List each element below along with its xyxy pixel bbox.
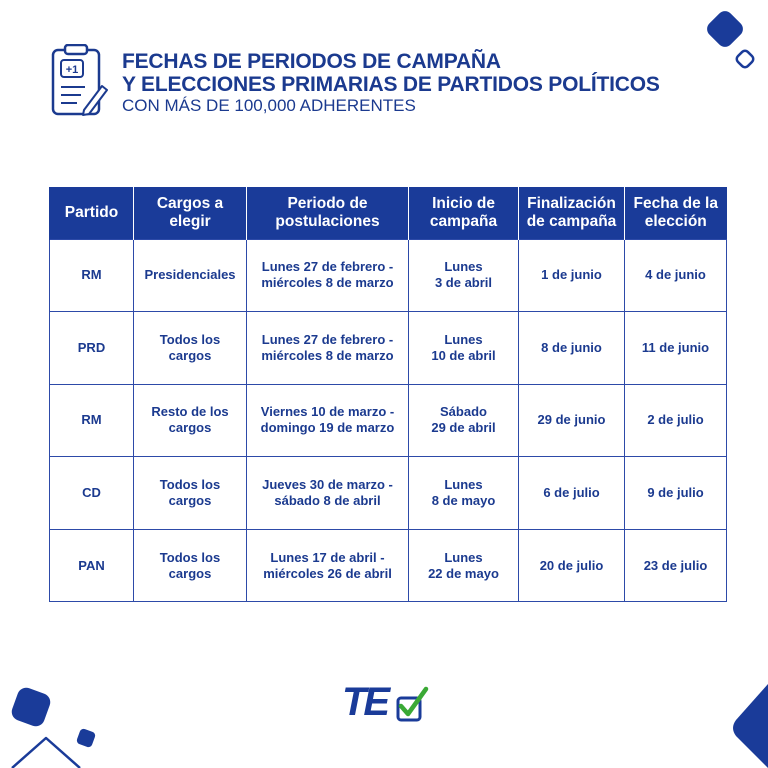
table-header-row: Partido Cargos a elegir Periodo de postula… bbox=[49, 187, 727, 239]
title-line-2: Y ELECCIONES PRIMARIAS DE PARTIDOS POLÍT… bbox=[122, 73, 660, 96]
header-finalizacion: Finalización de campaña bbox=[518, 187, 625, 239]
fecha-cell: 9 de julio bbox=[624, 456, 727, 530]
pencil-icon bbox=[82, 85, 108, 116]
header-periodo: Periodo de postulaciones bbox=[246, 187, 409, 239]
schedule-table: Partido Cargos a elegir Periodo de postula… bbox=[49, 187, 727, 603]
party-cell: RM bbox=[49, 238, 134, 313]
table-row: PRD Todos los cargos Lunes 27 de febrero … bbox=[49, 311, 727, 385]
periodo-cell: Lunes 27 de febrero - miércoles 8 de marz… bbox=[246, 238, 409, 313]
party-cell: CD bbox=[49, 456, 134, 530]
finalizacion-cell: 20 de julio bbox=[518, 528, 625, 603]
header-inicio: Inicio de campaña bbox=[408, 187, 519, 239]
bottom-right-decoration bbox=[733, 684, 768, 768]
party-cell: PAN bbox=[49, 528, 134, 603]
header-fecha: Fecha de la elección bbox=[624, 187, 727, 239]
clipboard-icon: +1 bbox=[51, 44, 108, 116]
fecha-cell: 4 de junio bbox=[624, 238, 727, 313]
table-row: CD Todos los cargos Jueves 30 de marzo -s… bbox=[49, 456, 727, 530]
cargos-cell: Todos los cargos bbox=[133, 311, 247, 385]
table-row: PAN Todos los cargos Lunes 17 de abril -m… bbox=[49, 528, 727, 603]
inicio-cell: Lunes 3 de abril bbox=[408, 238, 519, 313]
periodo-cell: Viernes 10 de marzo - domingo 19 de marzo bbox=[246, 383, 409, 458]
fecha-cell: 23 de julio bbox=[624, 528, 727, 603]
finalizacion-cell: 1 de junio bbox=[518, 238, 625, 313]
periodo-cell: Jueves 30 de marzo - sábado 8 de abril bbox=[246, 456, 409, 530]
checkmark-icon bbox=[396, 686, 429, 722]
te-logo: TE bbox=[342, 680, 430, 724]
cargos-cell: Presidenciales bbox=[133, 238, 247, 313]
cargos-cell: Todos los cargos bbox=[133, 456, 247, 530]
finalizacion-cell: 29 de junio bbox=[518, 383, 625, 458]
inicio-cell: Lunes 10 de abril bbox=[408, 311, 519, 385]
party-cell: PRD bbox=[49, 311, 134, 385]
svg-text:+1: +1 bbox=[66, 64, 79, 76]
header: +1 FECHAS DE PERIODOS DE CAMPAÑA Y ELECC… bbox=[50, 44, 730, 124]
logo-text: TE bbox=[342, 680, 390, 724]
cargos-cell: Todos los cargos bbox=[133, 528, 247, 603]
finalizacion-cell: 8 de junio bbox=[518, 311, 625, 385]
party-cell: RM bbox=[49, 383, 134, 458]
fecha-cell: 11 de junio bbox=[624, 311, 727, 385]
fecha-cell: 2 de julio bbox=[624, 383, 727, 458]
header-cargos: Cargos a elegir bbox=[133, 187, 247, 239]
inicio-cell: Sábado 29 de abril bbox=[408, 383, 519, 458]
header-partido: Partido bbox=[49, 187, 134, 239]
top-right-decoration bbox=[707, 11, 755, 69]
title-line-1: FECHAS DE PERIODOS DE CAMPAÑA bbox=[122, 50, 501, 73]
title-block: FECHAS DE PERIODOS DE CAMPAÑA Y ELECCION… bbox=[122, 50, 660, 116]
bottom-left-decoration bbox=[11, 687, 96, 768]
table-row: RM Presidenciales Lunes 27 de febrero -m… bbox=[49, 238, 727, 313]
inicio-cell: Lunes 22 de mayo bbox=[408, 528, 519, 603]
cargos-cell: Resto de los cargos bbox=[133, 383, 247, 458]
periodo-cell: Lunes 27 de febrero - miércoles 8 de marz… bbox=[246, 311, 409, 385]
table-row: RM Resto de los cargos Viernes 10 de marz… bbox=[49, 383, 727, 458]
subtitle: CON MÁS DE 100,000 ADHERENTES bbox=[122, 96, 416, 115]
periodo-cell: Lunes 17 de abril - miércoles 26 de abril bbox=[246, 528, 409, 603]
inicio-cell: Lunes 8 de mayo bbox=[408, 456, 519, 530]
finalizacion-cell: 6 de julio bbox=[518, 456, 625, 530]
